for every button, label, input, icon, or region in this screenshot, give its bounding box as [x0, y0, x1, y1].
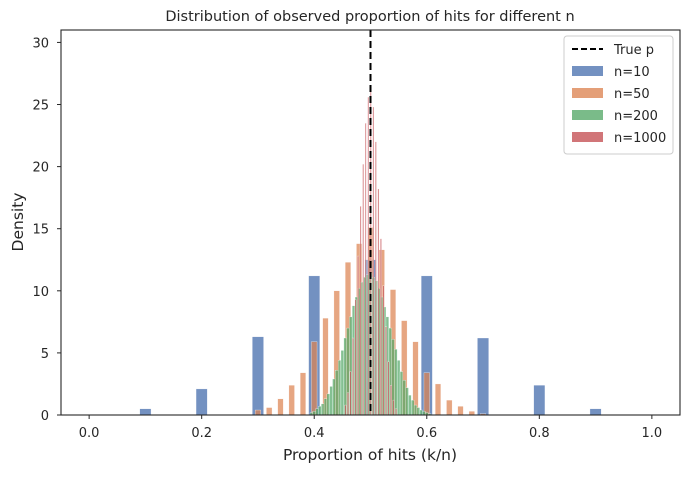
x-tick-label: 0.8 — [529, 426, 550, 441]
legend-box — [563, 35, 674, 155]
bar — [385, 326, 387, 416]
bar — [399, 371, 404, 416]
bar — [357, 255, 359, 416]
legend-label: n=50 — [614, 87, 650, 102]
legend-swatch-icon — [572, 66, 603, 76]
bar — [347, 392, 349, 416]
bar — [435, 383, 441, 416]
legend-label: True p — [613, 43, 654, 58]
x-tick-label: 0.0 — [79, 426, 100, 441]
bar — [446, 399, 453, 416]
bar — [382, 285, 385, 416]
bar — [300, 372, 306, 416]
y-tick-label: 5 — [41, 347, 49, 362]
bar — [139, 408, 152, 416]
y-tick-label: 10 — [32, 285, 49, 300]
bar — [394, 349, 398, 416]
bar — [326, 393, 330, 416]
legend-item: True p — [572, 43, 654, 58]
bar — [335, 370, 339, 416]
bar — [397, 360, 401, 416]
bar — [318, 406, 322, 416]
bar — [340, 350, 344, 416]
bar — [323, 398, 328, 416]
bar — [277, 398, 284, 416]
x-axis-label: Proportion of hits (k/n) — [283, 446, 457, 464]
bar — [392, 399, 395, 416]
plot-frame — [60, 29, 681, 416]
legend-item: n=200 — [572, 109, 658, 124]
bar — [367, 96, 370, 416]
bar — [332, 378, 336, 416]
bar — [354, 299, 357, 416]
bar — [390, 385, 392, 416]
bar — [377, 188, 380, 416]
bar — [405, 387, 409, 416]
bar — [423, 372, 430, 416]
bar — [311, 341, 318, 416]
bar — [315, 408, 319, 416]
bar — [359, 206, 362, 416]
bar — [343, 337, 347, 416]
bar — [312, 411, 316, 416]
bar — [416, 407, 420, 416]
bar — [422, 411, 426, 416]
bar — [395, 408, 397, 416]
bar — [375, 141, 377, 416]
bar — [413, 404, 418, 416]
bar — [402, 380, 406, 416]
bar — [468, 411, 475, 416]
legend-item: n=1000 — [572, 131, 666, 146]
legend-label: n=10 — [614, 65, 650, 80]
x-ticks: 0.0 0.2 0.4 0.6 0.8 1.0 — [79, 415, 662, 441]
y-tick-label: 25 — [32, 99, 49, 114]
bar — [380, 238, 382, 416]
bar — [411, 399, 415, 416]
y-ticks: 0 5 10 15 20 25 30 — [32, 36, 61, 424]
bar — [344, 404, 347, 416]
legend-swatch-icon — [572, 110, 603, 120]
bar — [589, 408, 602, 416]
legend-swatch-icon — [572, 88, 603, 98]
bar — [457, 406, 464, 416]
y-tick-label: 30 — [32, 36, 49, 51]
bar — [352, 337, 354, 416]
bar — [288, 385, 295, 416]
y-tick-label: 15 — [32, 223, 49, 238]
bar — [254, 409, 261, 416]
chart-title: Distribution of observed proportion of h… — [165, 9, 574, 25]
bar — [533, 385, 546, 416]
legend-label: n=200 — [614, 109, 658, 124]
y-tick-label: 0 — [41, 409, 49, 424]
bar — [419, 409, 423, 416]
bar — [252, 336, 264, 416]
legend: True p n=10 n=50 n=200 n=1000 — [563, 35, 674, 155]
legend-label: n=1000 — [614, 131, 666, 146]
bar — [408, 394, 412, 416]
legend-items: True p n=10 n=50 n=200 n=1000 — [572, 43, 666, 146]
bar — [362, 163, 364, 416]
bar — [372, 106, 375, 416]
x-tick-label: 0.6 — [416, 426, 437, 441]
bar — [195, 388, 208, 416]
bar — [349, 371, 352, 416]
bar — [266, 407, 273, 416]
legend-swatch-icon — [572, 132, 603, 142]
legend-item: n=10 — [572, 65, 650, 80]
x-tick-label: 1.0 — [642, 426, 663, 441]
y-axis-label: Density — [9, 193, 27, 252]
bar — [321, 403, 325, 416]
bar — [477, 337, 489, 416]
bar — [329, 386, 333, 416]
bar — [337, 360, 342, 416]
bar — [387, 361, 390, 416]
legend-item: n=50 — [572, 87, 650, 102]
x-tick-label: 0.2 — [191, 426, 212, 441]
y-tick-label: 20 — [32, 161, 49, 176]
bar — [364, 123, 367, 416]
x-tick-label: 0.4 — [304, 426, 325, 441]
